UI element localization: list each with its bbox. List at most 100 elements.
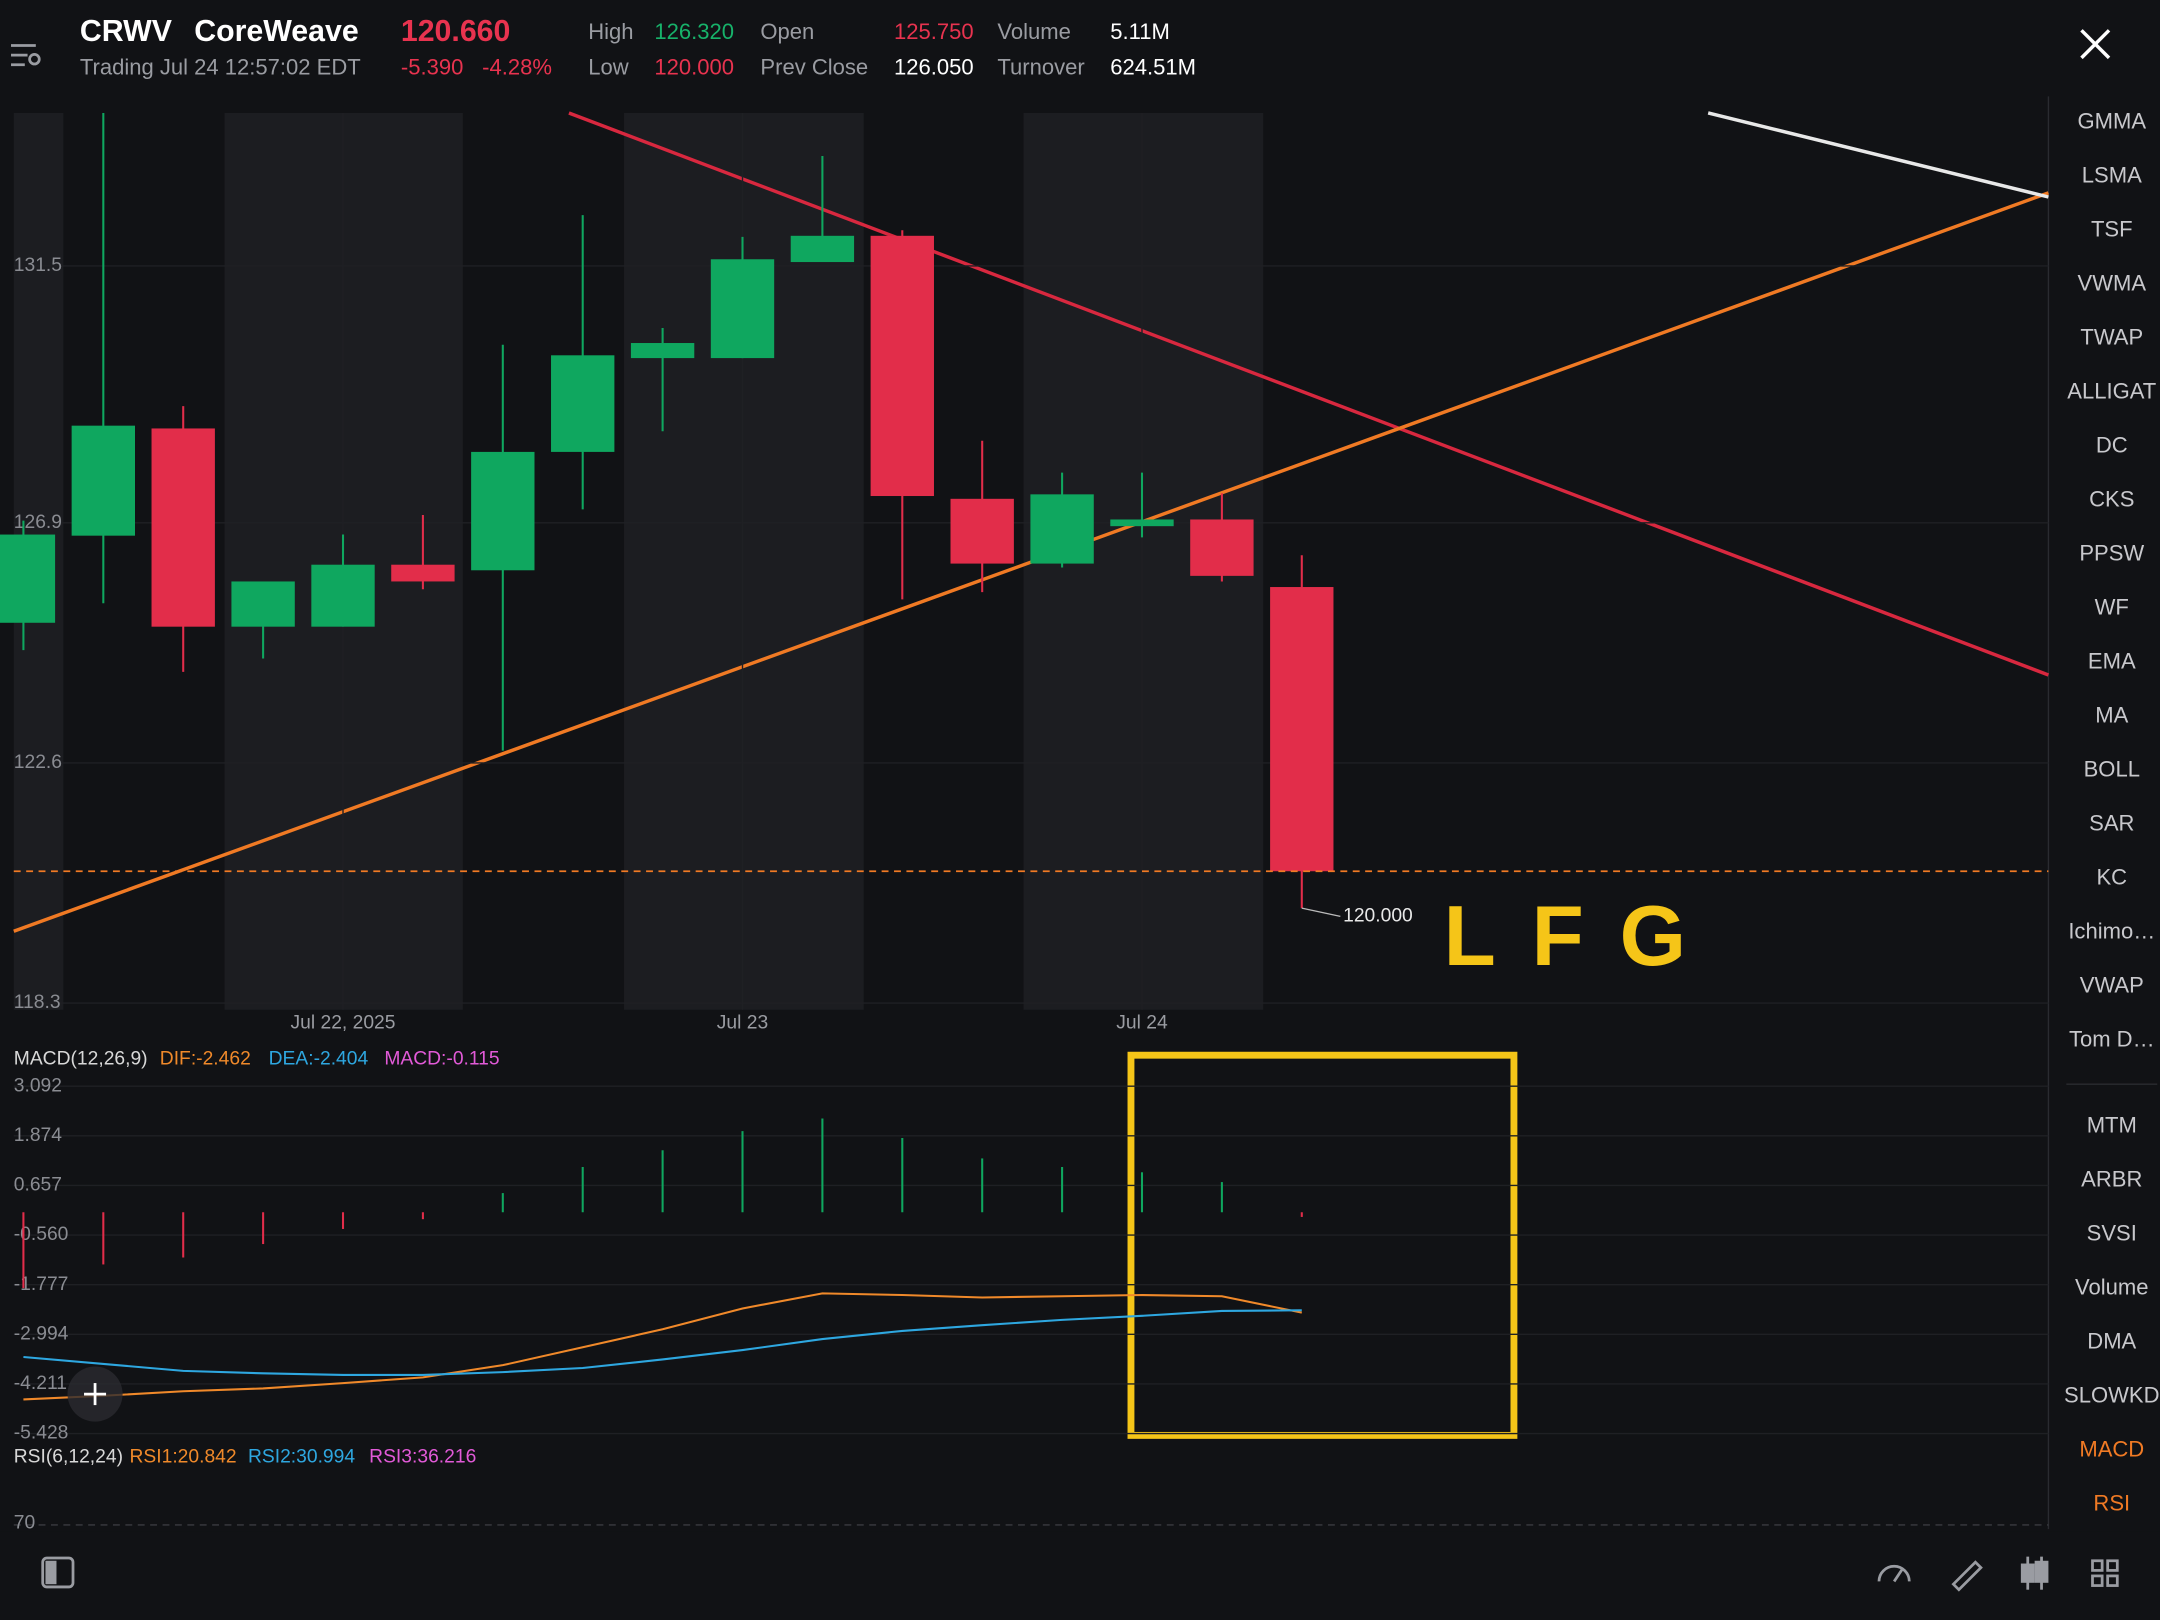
candle-body xyxy=(391,564,455,582)
chart-type-icon[interactable] xyxy=(2020,1556,2049,1590)
stat-value: 126.050 xyxy=(894,55,974,80)
y-tick-label: 1.874 xyxy=(14,1125,62,1146)
y-tick-label: 126.9 xyxy=(14,512,62,533)
sidebar-item[interactable]: DC xyxy=(2096,432,2128,457)
sidebar-item[interactable]: DMA xyxy=(2087,1329,2136,1354)
y-tick-label: -2.994 xyxy=(14,1323,69,1344)
sidebar-item[interactable]: BOLL xyxy=(2084,756,2140,781)
candle-body xyxy=(151,428,215,627)
grid-icon[interactable] xyxy=(2091,1559,2119,1587)
draw-icon[interactable] xyxy=(1951,1560,1983,1592)
close-button[interactable] xyxy=(2080,29,2111,60)
y-tick-label: 3.092 xyxy=(14,1075,62,1096)
candle-body xyxy=(1190,519,1254,576)
sidebar-item[interactable]: Volume xyxy=(2075,1275,2148,1300)
candle-body xyxy=(551,355,615,452)
price: 120.660 xyxy=(401,15,511,48)
menu-icon[interactable] xyxy=(11,44,41,67)
legend-entry: RSI2:30.994 xyxy=(248,1447,355,1468)
legend-entry: DEA:-2.404 xyxy=(269,1048,369,1069)
candle-body xyxy=(710,259,775,359)
candle-body xyxy=(231,581,295,627)
candle-body xyxy=(950,498,1014,564)
y-tick-label: 70 xyxy=(14,1513,35,1534)
header: CRWV CoreWeave 120.660 Trading Jul 24 12… xyxy=(11,15,2111,80)
candle-body xyxy=(630,343,695,359)
status: Trading Jul 24 12:57:02 EDT xyxy=(80,55,361,80)
x-tick-label: Jul 24 xyxy=(1116,1013,1168,1034)
y-tick-label: 0.657 xyxy=(14,1175,62,1196)
macd-title: MACD(12,26,9) xyxy=(14,1048,148,1069)
change: -5.390 xyxy=(401,55,463,80)
sidebar-item[interactable]: WF xyxy=(2095,594,2129,619)
indicator-icon[interactable] xyxy=(1877,1564,1911,1583)
stat-label: Prev Close xyxy=(760,55,868,80)
y-tick-label: -4.211 xyxy=(14,1373,67,1394)
y-tick-label: 118.3 xyxy=(14,992,61,1013)
sidebar-item[interactable]: TSF xyxy=(2091,216,2133,241)
candle-body xyxy=(1110,519,1174,527)
sidebar-item[interactable]: MA xyxy=(2095,702,2128,727)
dif-line xyxy=(23,1292,1302,1401)
company-name: CoreWeave xyxy=(194,15,358,48)
highlight-box xyxy=(1127,1051,1518,1439)
candle-body xyxy=(1270,587,1334,872)
symbol: CRWV xyxy=(80,15,172,48)
candle-body xyxy=(870,235,934,497)
sidebar-item[interactable]: TWAP xyxy=(2080,324,2143,349)
sidebar-item[interactable]: EMA xyxy=(2088,648,2136,673)
sidebar-item[interactable]: LSMA xyxy=(2082,162,2142,187)
sidebar-item[interactable]: RSI xyxy=(2093,1491,2130,1516)
sidebar-item[interactable]: VWAP xyxy=(2080,972,2144,997)
sidebar-item[interactable]: ALLIGAT xyxy=(2067,378,2156,403)
x-tick-label: Jul 22, 2025 xyxy=(291,1013,396,1034)
sidebar-item[interactable]: KC xyxy=(2096,864,2127,889)
sidebar-item[interactable]: MACD xyxy=(2079,1437,2144,1462)
sidebar-item[interactable]: SVSI xyxy=(2087,1221,2137,1246)
sidebar-item[interactable]: PPSW xyxy=(2079,540,2144,565)
trend-line xyxy=(568,111,2050,677)
sidebar-item[interactable]: Ichimo… xyxy=(2068,918,2155,943)
stat-label: Low xyxy=(588,55,629,80)
stat-value: 5.11M xyxy=(1110,19,1170,44)
y-tick-label: -0.560 xyxy=(14,1224,69,1245)
sidebar-item[interactable]: SLOWKD xyxy=(2064,1383,2159,1408)
stat-label: High xyxy=(588,19,633,44)
low-label: 120.000 xyxy=(1343,905,1413,926)
sidebar-item[interactable]: GMMA xyxy=(2078,108,2147,133)
sidebar-item[interactable]: MTM xyxy=(2087,1113,2137,1138)
low-leader xyxy=(1301,907,1341,918)
bottom-bar xyxy=(0,1531,2160,1620)
stat-value: 126.320 xyxy=(654,19,734,44)
legend-entry: MACD:-0.115 xyxy=(384,1048,499,1069)
layout-toggle[interactable] xyxy=(41,1556,75,1589)
legend-entry: DIF:-2.462 xyxy=(160,1048,251,1069)
candle-body xyxy=(311,564,375,627)
sidebar-item[interactable]: CKS xyxy=(2089,486,2134,511)
candle-body xyxy=(1030,494,1094,564)
plot: High 126.320 Low 120.000 Open 125.750 Prev Clo… xyxy=(0,19,2160,1596)
sidebar-item[interactable]: VWMA xyxy=(2078,270,2147,295)
sidebar-item[interactable]: ARBR xyxy=(2081,1167,2142,1192)
crosshair-handle[interactable] xyxy=(67,1366,123,1422)
rsi-title: RSI(6,12,24) xyxy=(14,1447,123,1468)
stat-label: Volume xyxy=(997,19,1070,44)
annotation: LFG xyxy=(1444,889,1722,984)
stat-label: Turnover xyxy=(997,55,1084,80)
legend-entry: RSI3:36.216 xyxy=(369,1447,476,1468)
legend-entry: RSI1:20.842 xyxy=(129,1447,236,1468)
sidebar-item[interactable]: Tom D… xyxy=(2069,1026,2155,1051)
sidebar-item[interactable]: SAR xyxy=(2089,810,2134,835)
dea-line xyxy=(23,1309,1302,1376)
y-tick-label: 122.6 xyxy=(14,752,62,773)
y-tick-label: -5.428 xyxy=(14,1423,69,1444)
change-pct: -4.28% xyxy=(482,55,552,80)
candle-body xyxy=(0,534,56,623)
x-tick-label: Jul 23 xyxy=(717,1013,768,1034)
stat-value: 125.750 xyxy=(894,19,974,44)
trend-line xyxy=(1707,111,2049,199)
candle-body xyxy=(471,451,535,571)
stat-value: 120.000 xyxy=(654,55,734,80)
